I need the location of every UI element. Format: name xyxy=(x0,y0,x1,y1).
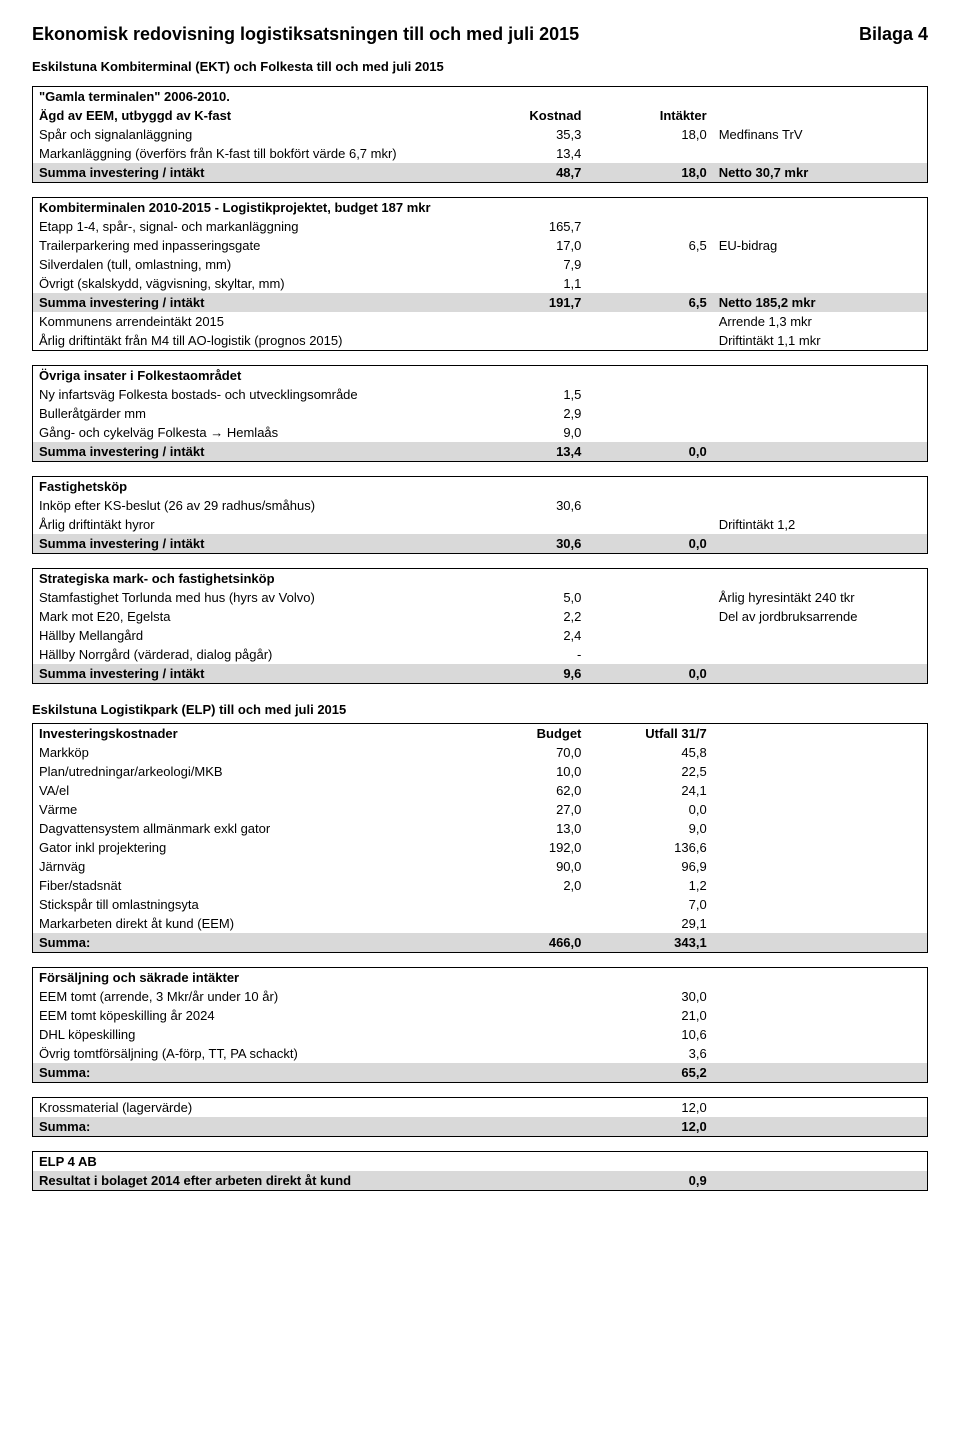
table-row: Dagvattensystem allmänmark exkl gator13,… xyxy=(33,819,928,838)
section-ekt-title: Eskilstuna Kombiterminal (EKT) och Folke… xyxy=(32,59,928,74)
table-row: Mark mot E20, Egelsta2,2Del av jordbruks… xyxy=(33,607,928,626)
table-sum-row: Summa investering / intäkt13,40,0 xyxy=(33,442,928,462)
table-sum-row: Summa investering / intäkt48,718,0Netto … xyxy=(33,163,928,183)
table-row: Årlig driftintäkt från M4 till AO-logist… xyxy=(33,331,928,351)
section-elp-title: Eskilstuna Logistikpark (ELP) till och m… xyxy=(32,702,928,717)
table-sum-row: Summa:65,2 xyxy=(33,1063,928,1083)
t6-col-b: Utfall 31/7 xyxy=(587,724,712,744)
table-fastighetskop: Fastighetsköp Inköp efter KS-beslut (26 … xyxy=(32,476,928,554)
table-krossmaterial: Krossmaterial (lagervärde)12,0 Summa:12,… xyxy=(32,1097,928,1137)
table-row: Markarbeten direkt åt kund (EEM)29,1 xyxy=(33,914,928,933)
table-row: Etapp 1-4, spår-, signal- och markanlägg… xyxy=(33,217,928,236)
table-row: Inköp efter KS-beslut (26 av 29 radhus/s… xyxy=(33,496,928,515)
table-row: Stickspår till omlastningsyta7,0 xyxy=(33,895,928,914)
table-sum-row: Summa:12,0 xyxy=(33,1117,928,1137)
table-row: Gång- och cykelväg Folkesta → Hemlaås9,0 xyxy=(33,423,928,442)
page-bilaga: Bilaga 4 xyxy=(859,24,928,45)
table-row: Fiber/stadsnät2,01,2 xyxy=(33,876,928,895)
table-row: Hällby Norrgård (värderad, dialog pågår)… xyxy=(33,645,928,664)
t5-h1: Strategiska mark- och fastighetsinköp xyxy=(33,569,928,589)
table-row: Silverdalen (tull, omlastning, mm)7,9 xyxy=(33,255,928,274)
table-elp4ab: ELP 4 AB Resultat i bolaget 2014 efter a… xyxy=(32,1151,928,1191)
table-row: Trailerparkering med inpasseringsgate17,… xyxy=(33,236,928,255)
t1-col-b: Intäkter xyxy=(587,106,712,125)
table-row: Värme27,00,0 xyxy=(33,800,928,819)
table-row: Hällby Mellangård2,4 xyxy=(33,626,928,645)
t4-h1: Fastighetsköp xyxy=(33,477,928,497)
table-row: Krossmaterial (lagervärde)12,0 xyxy=(33,1098,928,1118)
table-row: Övrigt (skalskydd, vägvisning, skyltar, … xyxy=(33,274,928,293)
table-investeringskostnader: Investeringskostnader Budget Utfall 31/7… xyxy=(32,723,928,953)
table-row: Gator inkl projektering192,0136,6 xyxy=(33,838,928,857)
table-sum-row: Summa investering / intäkt191,76,5Netto … xyxy=(33,293,928,312)
table-strategiska: Strategiska mark- och fastighetsinköp St… xyxy=(32,568,928,684)
table-row: EEM tomt köpeskilling år 202421,0 xyxy=(33,1006,928,1025)
table-sum-row: Summa:466,0343,1 xyxy=(33,933,928,953)
table-row: Övrig tomtförsäljning (A-förp, TT, PA sc… xyxy=(33,1044,928,1063)
t6-h1: Investeringskostnader xyxy=(33,724,463,744)
table-row: DHL köpeskilling10,6 xyxy=(33,1025,928,1044)
table-row: Spår och signalanläggning35,318,0Medfina… xyxy=(33,125,928,144)
t6-col-a: Budget xyxy=(462,724,587,744)
page-header: Ekonomisk redovisning logistiksatsningen… xyxy=(32,24,928,45)
t3-h1: Övriga insater i Folkestaområdet xyxy=(33,366,928,386)
t1-h0: "Gamla terminalen" 2006-2010. xyxy=(33,87,463,107)
table-row: Årlig driftintäkt hyrorDriftintäkt 1,2 xyxy=(33,515,928,534)
table-row: Markköp70,045,8 xyxy=(33,743,928,762)
table-row: Järnväg90,096,9 xyxy=(33,857,928,876)
t1-h1: Ägd av EEM, utbyggd av K-fast xyxy=(33,106,463,125)
table-row: Kommunens arrendeintäkt 2015Arrende 1,3 … xyxy=(33,312,928,331)
table-gamla-terminalen: "Gamla terminalen" 2006-2010. Ägd av EEM… xyxy=(32,86,928,183)
table-row: Plan/utredningar/arkeologi/MKB10,022,5 xyxy=(33,762,928,781)
table-row: Ny infartsväg Folkesta bostads- och utve… xyxy=(33,385,928,404)
table-row: Markanläggning (överförs från K-fast til… xyxy=(33,144,928,163)
table-ovriga-insater: Övriga insater i Folkestaområdet Ny infa… xyxy=(32,365,928,462)
t1-col-a: Kostnad xyxy=(462,106,587,125)
t7-h1: Försäljning och säkrade intäkter xyxy=(33,968,928,988)
table-sum-row: Summa investering / intäkt30,60,0 xyxy=(33,534,928,554)
table-sum-row: Resultat i bolaget 2014 efter arbeten di… xyxy=(33,1171,928,1191)
table-kombiterminalen: Kombiterminalen 2010-2015 - Logistikproj… xyxy=(32,197,928,351)
table-row: Bulleråtgärder mm2,9 xyxy=(33,404,928,423)
table-sum-row: Summa investering / intäkt9,60,0 xyxy=(33,664,928,684)
t2-h1: Kombiterminalen 2010-2015 - Logistikproj… xyxy=(33,198,928,218)
table-row: VA/el62,024,1 xyxy=(33,781,928,800)
table-forsaljning: Försäljning och säkrade intäkter EEM tom… xyxy=(32,967,928,1083)
t9-h1: ELP 4 AB xyxy=(33,1152,928,1172)
table-row: EEM tomt (arrende, 3 Mkr/år under 10 år)… xyxy=(33,987,928,1006)
table-row: Stamfastighet Torlunda med hus (hyrs av … xyxy=(33,588,928,607)
page-title: Ekonomisk redovisning logistiksatsningen… xyxy=(32,24,579,45)
